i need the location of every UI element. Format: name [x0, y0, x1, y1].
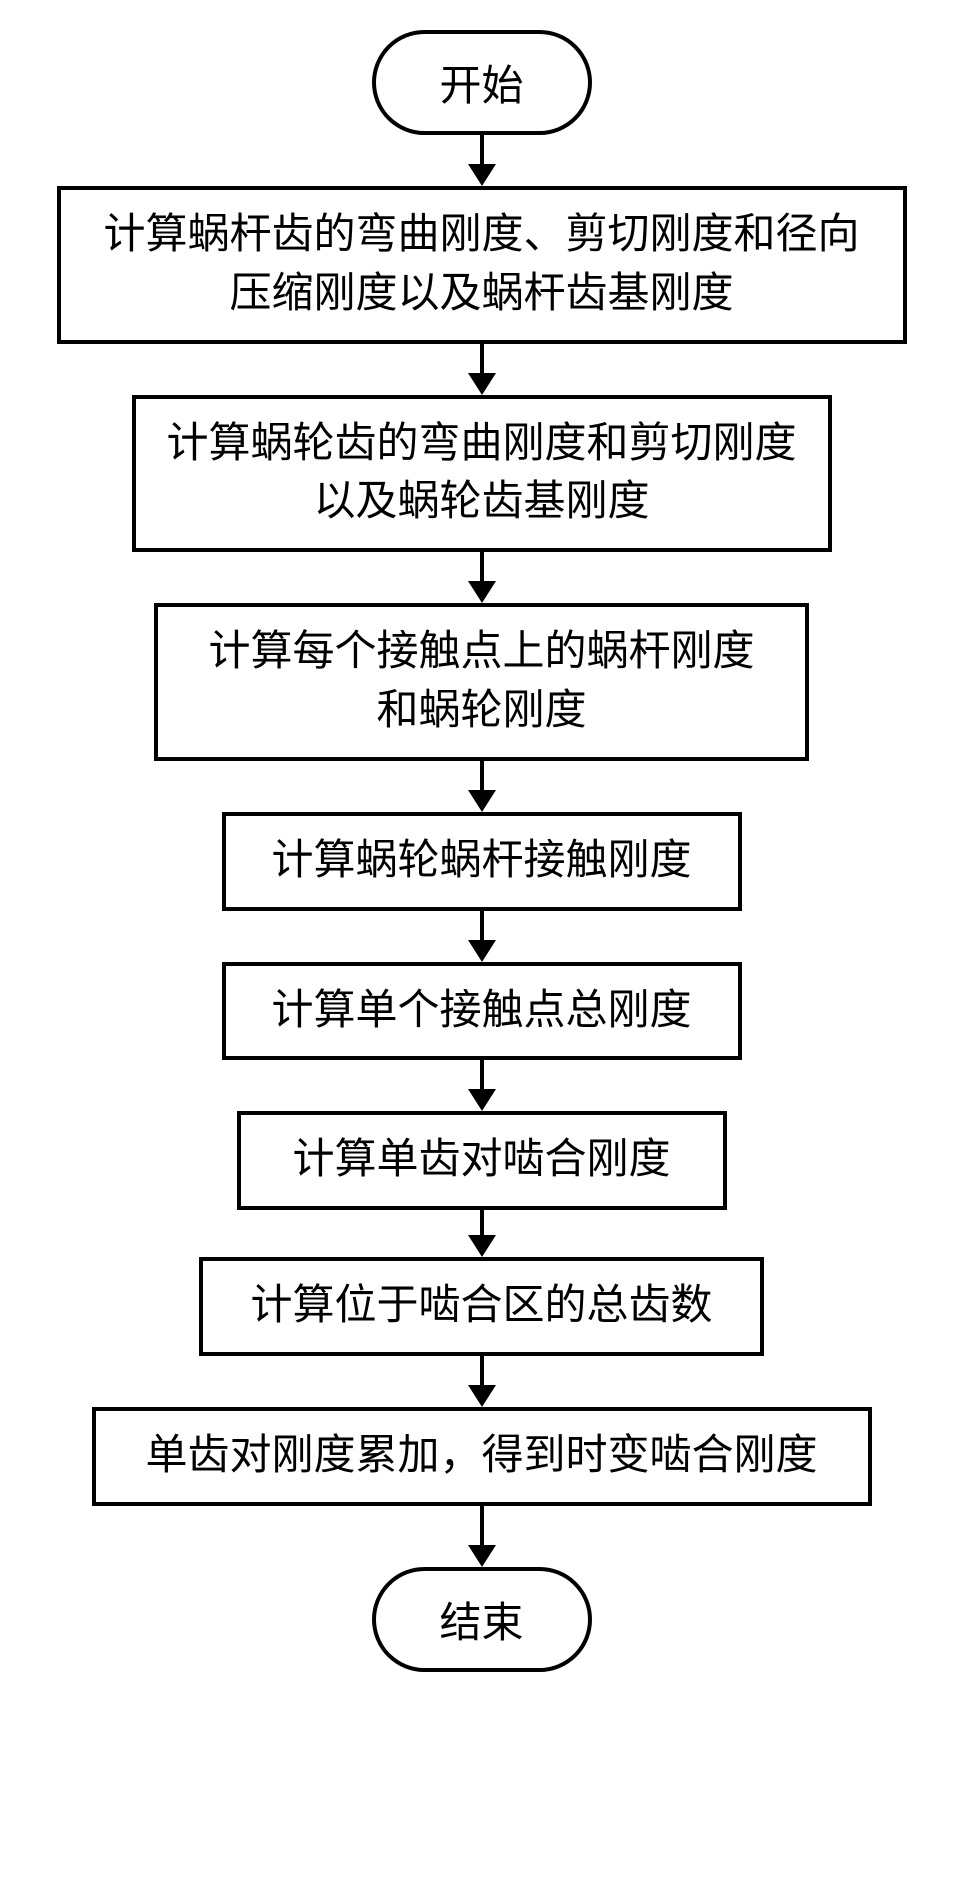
process-step3: 计算每个接触点上的蜗杆刚度和蜗轮刚度	[154, 603, 809, 761]
arrow-2	[468, 552, 496, 603]
step8-label: 单齿对刚度累加，得到时变啮合刚度	[145, 1433, 817, 1479]
process-step5: 计算单个接触点总刚度	[222, 962, 742, 1061]
arrow-3	[468, 761, 496, 812]
process-step1: 计算蜗杆齿的弯曲刚度、剪切刚度和径向压缩刚度以及蜗杆齿基刚度	[57, 186, 907, 344]
step3-label: 计算每个接触点上的蜗杆刚度和蜗轮刚度	[208, 629, 754, 734]
step5-label: 计算单个接触点总刚度	[271, 988, 691, 1034]
start-label: 开始	[439, 64, 523, 110]
process-step4: 计算蜗轮蜗杆接触刚度	[222, 812, 742, 911]
step2-label: 计算蜗轮齿的弯曲刚度和剪切刚度以及蜗轮齿基刚度	[166, 421, 796, 526]
process-step7: 计算位于啮合区的总齿数	[199, 1257, 764, 1356]
step4-label: 计算蜗轮蜗杆接触刚度	[271, 838, 691, 884]
arrow-7	[468, 1356, 496, 1407]
step7-label: 计算位于啮合区的总齿数	[250, 1283, 712, 1329]
arrow-8	[468, 1506, 496, 1567]
arrow-5	[468, 1060, 496, 1111]
step1-label: 计算蜗杆齿的弯曲刚度、剪切刚度和径向压缩刚度以及蜗杆齿基刚度	[103, 212, 859, 317]
step6-label: 计算单齿对啮合刚度	[292, 1137, 670, 1183]
arrow-6	[468, 1210, 496, 1257]
end-label: 结束	[439, 1601, 523, 1647]
arrow-1	[468, 344, 496, 395]
process-step8: 单齿对刚度累加，得到时变啮合刚度	[92, 1407, 872, 1506]
arrow-4	[468, 911, 496, 962]
flowchart-container: 开始 计算蜗杆齿的弯曲刚度、剪切刚度和径向压缩刚度以及蜗杆齿基刚度 计算蜗轮齿的…	[57, 30, 907, 1672]
terminal-end: 结束	[372, 1567, 592, 1672]
arrow-0	[468, 135, 496, 186]
process-step6: 计算单齿对啮合刚度	[237, 1111, 727, 1210]
process-step2: 计算蜗轮齿的弯曲刚度和剪切刚度以及蜗轮齿基刚度	[132, 395, 832, 553]
terminal-start: 开始	[372, 30, 592, 135]
